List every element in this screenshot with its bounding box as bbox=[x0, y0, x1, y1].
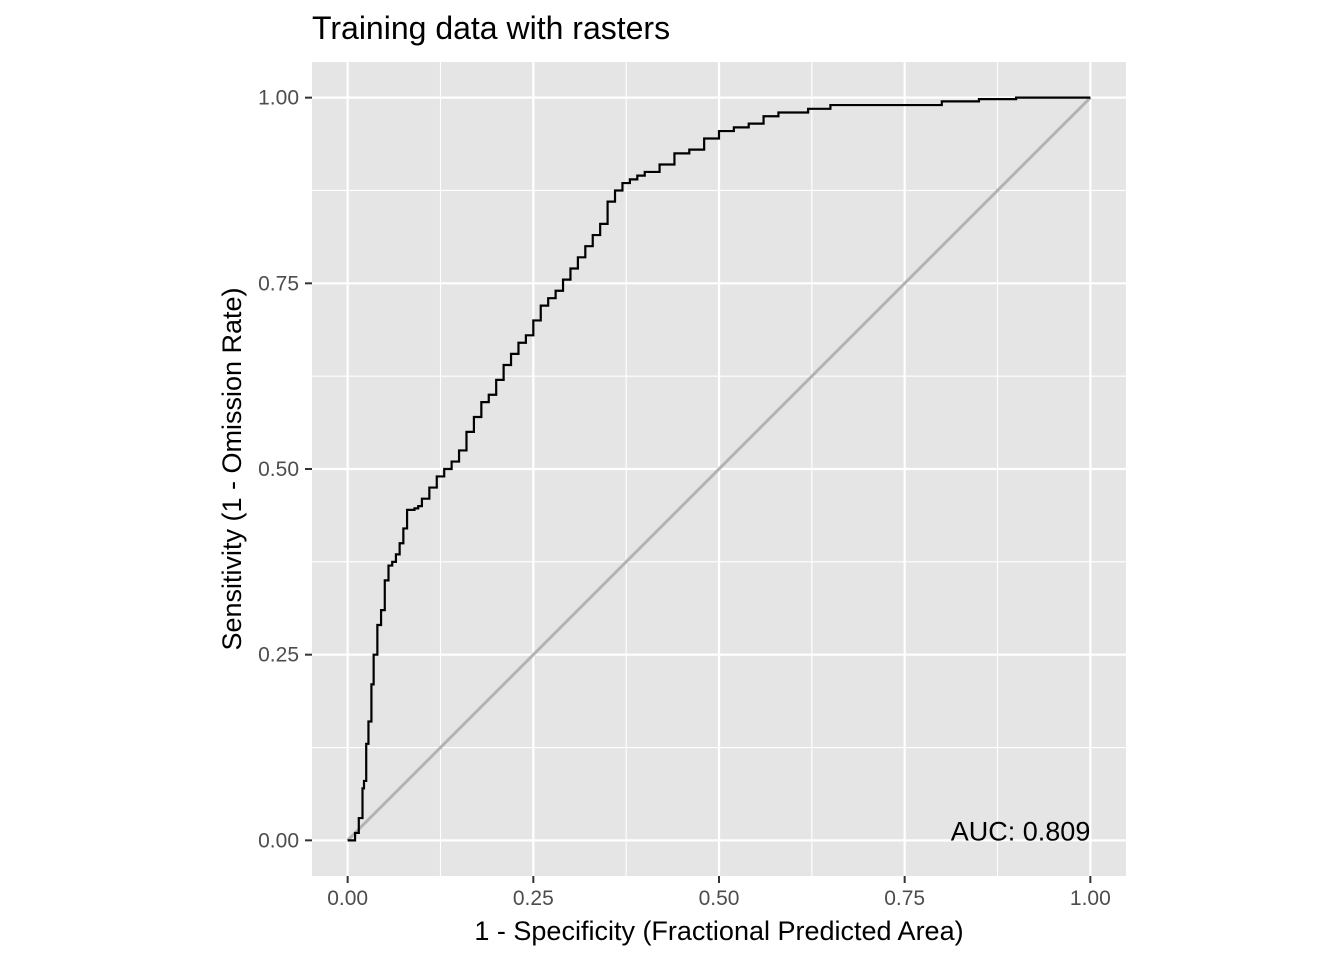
reference-diagonal-line bbox=[346, 96, 1092, 842]
chart-title: Training data with rasters bbox=[312, 10, 670, 46]
y-axis-title: Sensitivity (1 - Omission Rate) bbox=[217, 287, 247, 650]
series-layer bbox=[346, 96, 1092, 842]
x-axis: 0.00 0.25 0.50 0.75 1.00 bbox=[327, 876, 1111, 910]
x-tick-label: 0.25 bbox=[513, 887, 554, 910]
y-tick-label: 0.50 bbox=[258, 458, 299, 481]
y-tick-label: 1.00 bbox=[258, 87, 299, 110]
x-tick-label: 0.75 bbox=[884, 887, 925, 910]
x-tick-label: 1.00 bbox=[1070, 887, 1111, 910]
y-tick-label: 0.25 bbox=[258, 644, 299, 667]
x-tick-label: 0.50 bbox=[699, 887, 740, 910]
x-tick-label: 0.00 bbox=[327, 887, 368, 910]
y-axis: 0.00 0.25 0.50 0.75 1.00 bbox=[258, 87, 312, 852]
auc-annotation: AUC: 0.809 bbox=[951, 816, 1091, 846]
y-tick-label: 0.75 bbox=[258, 272, 299, 295]
x-axis-title: 1 - Specificity (Fractional Predicted Ar… bbox=[474, 916, 963, 946]
y-tick-label: 0.00 bbox=[258, 829, 299, 852]
roc-curve-line bbox=[347, 96, 1091, 842]
